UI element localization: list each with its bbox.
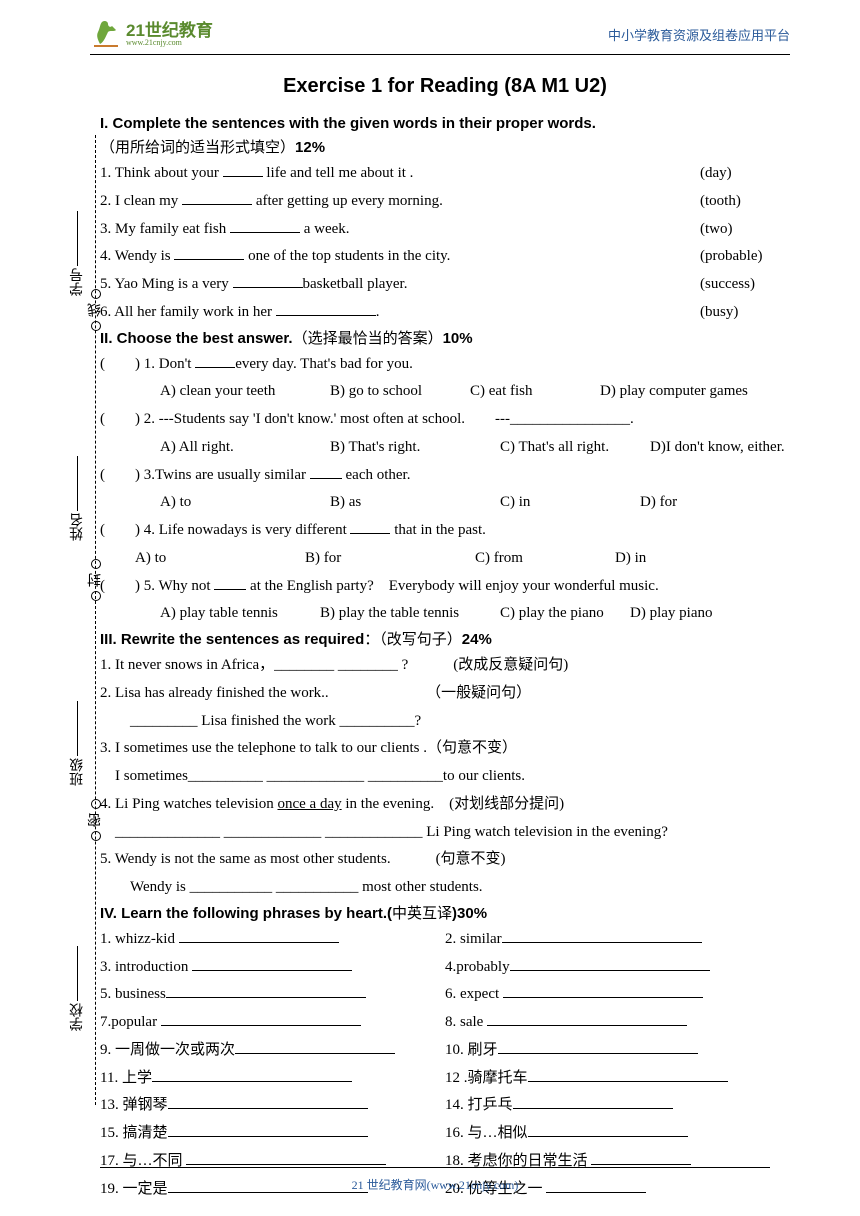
- q4-opts: A) toB) forC) fromD) in: [100, 545, 790, 573]
- phrase-row: 5. business6. expect: [100, 981, 790, 1009]
- logo-url: www.21cnjy.com: [126, 39, 213, 47]
- fill-blank-item: 5. Yao Ming is a very basketball player.…: [100, 271, 790, 299]
- rw4b: ______________ _____________ ___________…: [100, 819, 790, 847]
- dashed-fold-line: [95, 135, 96, 1105]
- seal-feng: 封: [86, 555, 106, 605]
- footer-text: 21 世纪教育网(www.21cnjy.com): [352, 1178, 519, 1192]
- header-right-text: 中小学教育资源及组卷应用平台: [608, 25, 790, 44]
- side-school: 学校: [68, 944, 88, 1031]
- section3-header: III. Rewrite the sentences as required：（…: [100, 628, 790, 652]
- content-area: Exercise 1 for Reading (8A M1 U2) I. Com…: [0, 55, 860, 1203]
- phrase-row: 13. 弹钢琴14. 打乒乓: [100, 1092, 790, 1120]
- rw3: 3. I sometimes use the telephone to talk…: [100, 735, 790, 763]
- q5-stem: ( ) 5. Why not at the English party? Eve…: [100, 573, 790, 601]
- fill-blank-item: 3. My family eat fish a week.(two): [100, 216, 790, 244]
- fill-blank-item: 1. Think about your life and tell me abo…: [100, 160, 790, 188]
- fill-blank-item: 2. I clean my after getting up every mor…: [100, 188, 790, 216]
- rw5: 5. Wendy is not the same as most other s…: [100, 846, 790, 874]
- side-number: 学号: [68, 209, 88, 296]
- rw5b: Wendy is ___________ ___________ most ot…: [100, 874, 790, 902]
- phrase-row: 7.popular 8. sale: [100, 1009, 790, 1037]
- side-name: 姓名: [68, 454, 88, 541]
- phrase-row: 9. 一周做一次或两次10. 刷牙: [100, 1037, 790, 1065]
- q1-stem: ( ) 1. Don't every day. That's bad for y…: [100, 351, 790, 379]
- phrase-row: 11. 上学12 .骑摩托车: [100, 1065, 790, 1093]
- q3-opts: A) toB) asC) inD) for: [100, 489, 790, 517]
- page-footer: 21 世纪教育网(www.21cnjy.com): [0, 1167, 860, 1194]
- q4-stem: ( ) 4. Life nowadays is very different t…: [100, 517, 790, 545]
- section4-header: IV. Learn the following phrases by heart…: [100, 902, 790, 926]
- phrase-row: 3. introduction 4.probably: [100, 954, 790, 982]
- q2-stem: ( ) 2. ---Students say 'I don't know.' m…: [100, 406, 790, 434]
- phrase-row: 15. 搞清楚16. 与…相似: [100, 1120, 790, 1148]
- side-labels: 学号 姓名 班级 学校: [68, 130, 88, 1110]
- section1-header: I. Complete the sentences with the given…: [100, 112, 790, 160]
- side-class: 班级: [68, 699, 88, 786]
- page-title: Exercise 1 for Reading (8A M1 U2): [100, 75, 790, 98]
- rw3b: I sometimes__________ _____________ ____…: [100, 763, 790, 791]
- phrase-row: 1. whizz-kid 2. similar: [100, 926, 790, 954]
- rw4: 4. Li Ping watches television once a day…: [100, 791, 790, 819]
- seal-mi: 密: [86, 795, 106, 845]
- logo-area: 21世纪教育 www.21cnjy.com: [90, 18, 213, 50]
- seal-line: 线: [86, 285, 106, 335]
- logo-icon: [90, 18, 122, 50]
- fill-blank-item: 4. Wendy is one of the top students in t…: [100, 243, 790, 271]
- q2-opts: A) All right.B) That's right.C) That's a…: [100, 434, 790, 462]
- logo-text: 21世纪教育 www.21cnjy.com: [126, 22, 213, 47]
- rw2b: _________ Lisa finished the work _______…: [100, 708, 790, 736]
- rw1: 1. It never snows in Africa，________ ___…: [100, 652, 790, 680]
- section2-header: II. Choose the best answer.（选择最恰当的答案）10%: [100, 327, 790, 351]
- page-header: 21世纪教育 www.21cnjy.com 中小学教育资源及组卷应用平台: [90, 0, 790, 55]
- rw2: 2. Lisa has already finished the work.. …: [100, 680, 790, 708]
- logo-brand: 21世纪教育: [126, 22, 213, 39]
- q3-stem: ( ) 3.Twins are usually similar each oth…: [100, 462, 790, 490]
- fill-blank-item: 6. All her family work in her .(busy): [100, 299, 790, 327]
- q1-opts: A) clean your teethB) go to schoolC) eat…: [100, 378, 790, 406]
- q5-opts: A) play table tennisB) play the table te…: [100, 600, 790, 628]
